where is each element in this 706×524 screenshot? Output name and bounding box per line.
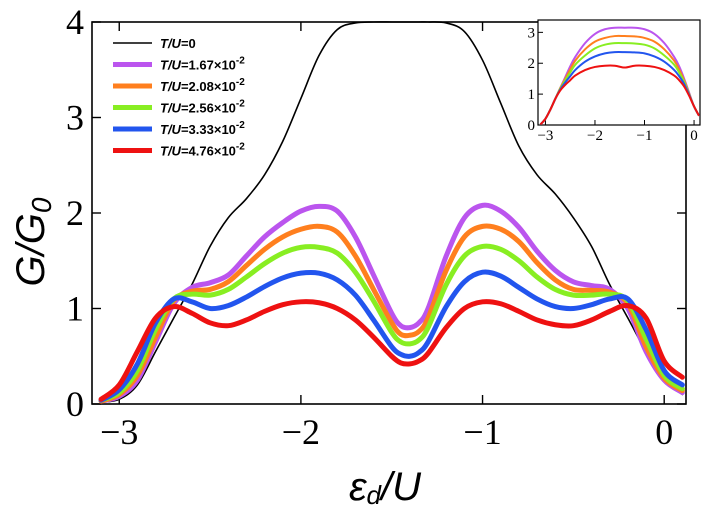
series-line-3	[98, 243, 685, 403]
x-tick-label: 0	[655, 412, 673, 452]
inset-x-tick-label: −3	[537, 128, 553, 144]
inset-frame	[537, 19, 701, 126]
series-line-4	[98, 269, 685, 403]
legend: T/U=0 T/U=1.67×10-2 T/U=2.08×10-2 T/U=2.56×…	[113, 36, 245, 159]
inset-x-tick-label: −2	[587, 128, 603, 144]
legend-label-4: T/U=3.33×10-2	[160, 120, 245, 137]
x-tick-label: −1	[463, 412, 501, 452]
series-line-0	[100, 21, 684, 403]
inset-plot: −3 −2 −1 0 0 1 2 3	[528, 19, 701, 144]
x-tick-label: −2	[282, 412, 320, 452]
legend-label-2: T/U=2.08×10-2	[160, 77, 245, 94]
y-tick-label: 2	[66, 193, 84, 233]
main-series-group	[98, 21, 685, 404]
y-tick-label: 3	[66, 98, 84, 138]
y-tick-label: 4	[66, 2, 84, 42]
x-axis-title: εd/U	[349, 465, 422, 510]
inset-y-tick-label: 1	[528, 87, 536, 103]
y-axis-title-main: G/G	[9, 213, 53, 286]
inset-y-tick-label: 0	[528, 118, 536, 134]
inset-x-tick-label: 0	[690, 128, 698, 144]
x-axis-title-main: ε	[349, 465, 368, 509]
y-tick-label: 0	[66, 384, 84, 424]
inset-x-tick-label: −1	[637, 128, 653, 144]
legend-label-1: T/U=1.67×10-2	[160, 56, 245, 73]
legend-label-5: T/U=4.76×10-2	[160, 142, 245, 159]
inset-series-group	[539, 26, 700, 126]
x-axis-title-tail: /U	[378, 465, 422, 509]
inset-y-tick-label: 3	[528, 25, 536, 41]
main-tick-labels: −3 −2 −1 0 0 1 2 3 4	[66, 2, 673, 452]
main-plot: T/U=0 T/U=1.67×10-2 T/U=2.08×10-2 T/U=2.56×…	[9, 2, 687, 510]
legend-label-3: T/U=2.56×10-2	[160, 99, 245, 116]
inset-series-line-4	[539, 64, 700, 126]
x-axis-title-sub: d	[367, 480, 383, 510]
inset-y-tick-label: 2	[528, 56, 536, 72]
series-line-2	[98, 223, 685, 404]
inset-tick-labels: −3 −2 −1 0 0 1 2 3	[528, 25, 698, 144]
inset-axes	[537, 19, 701, 126]
x-tick-label: −3	[100, 412, 138, 452]
series-line-1	[98, 202, 685, 404]
y-tick-label: 1	[66, 289, 84, 329]
y-axis-title-sub: 0	[26, 197, 57, 213]
series-line-5	[98, 299, 685, 402]
legend-label-0: T/U=0	[160, 36, 196, 51]
y-axis-title: G/G0	[9, 197, 57, 286]
